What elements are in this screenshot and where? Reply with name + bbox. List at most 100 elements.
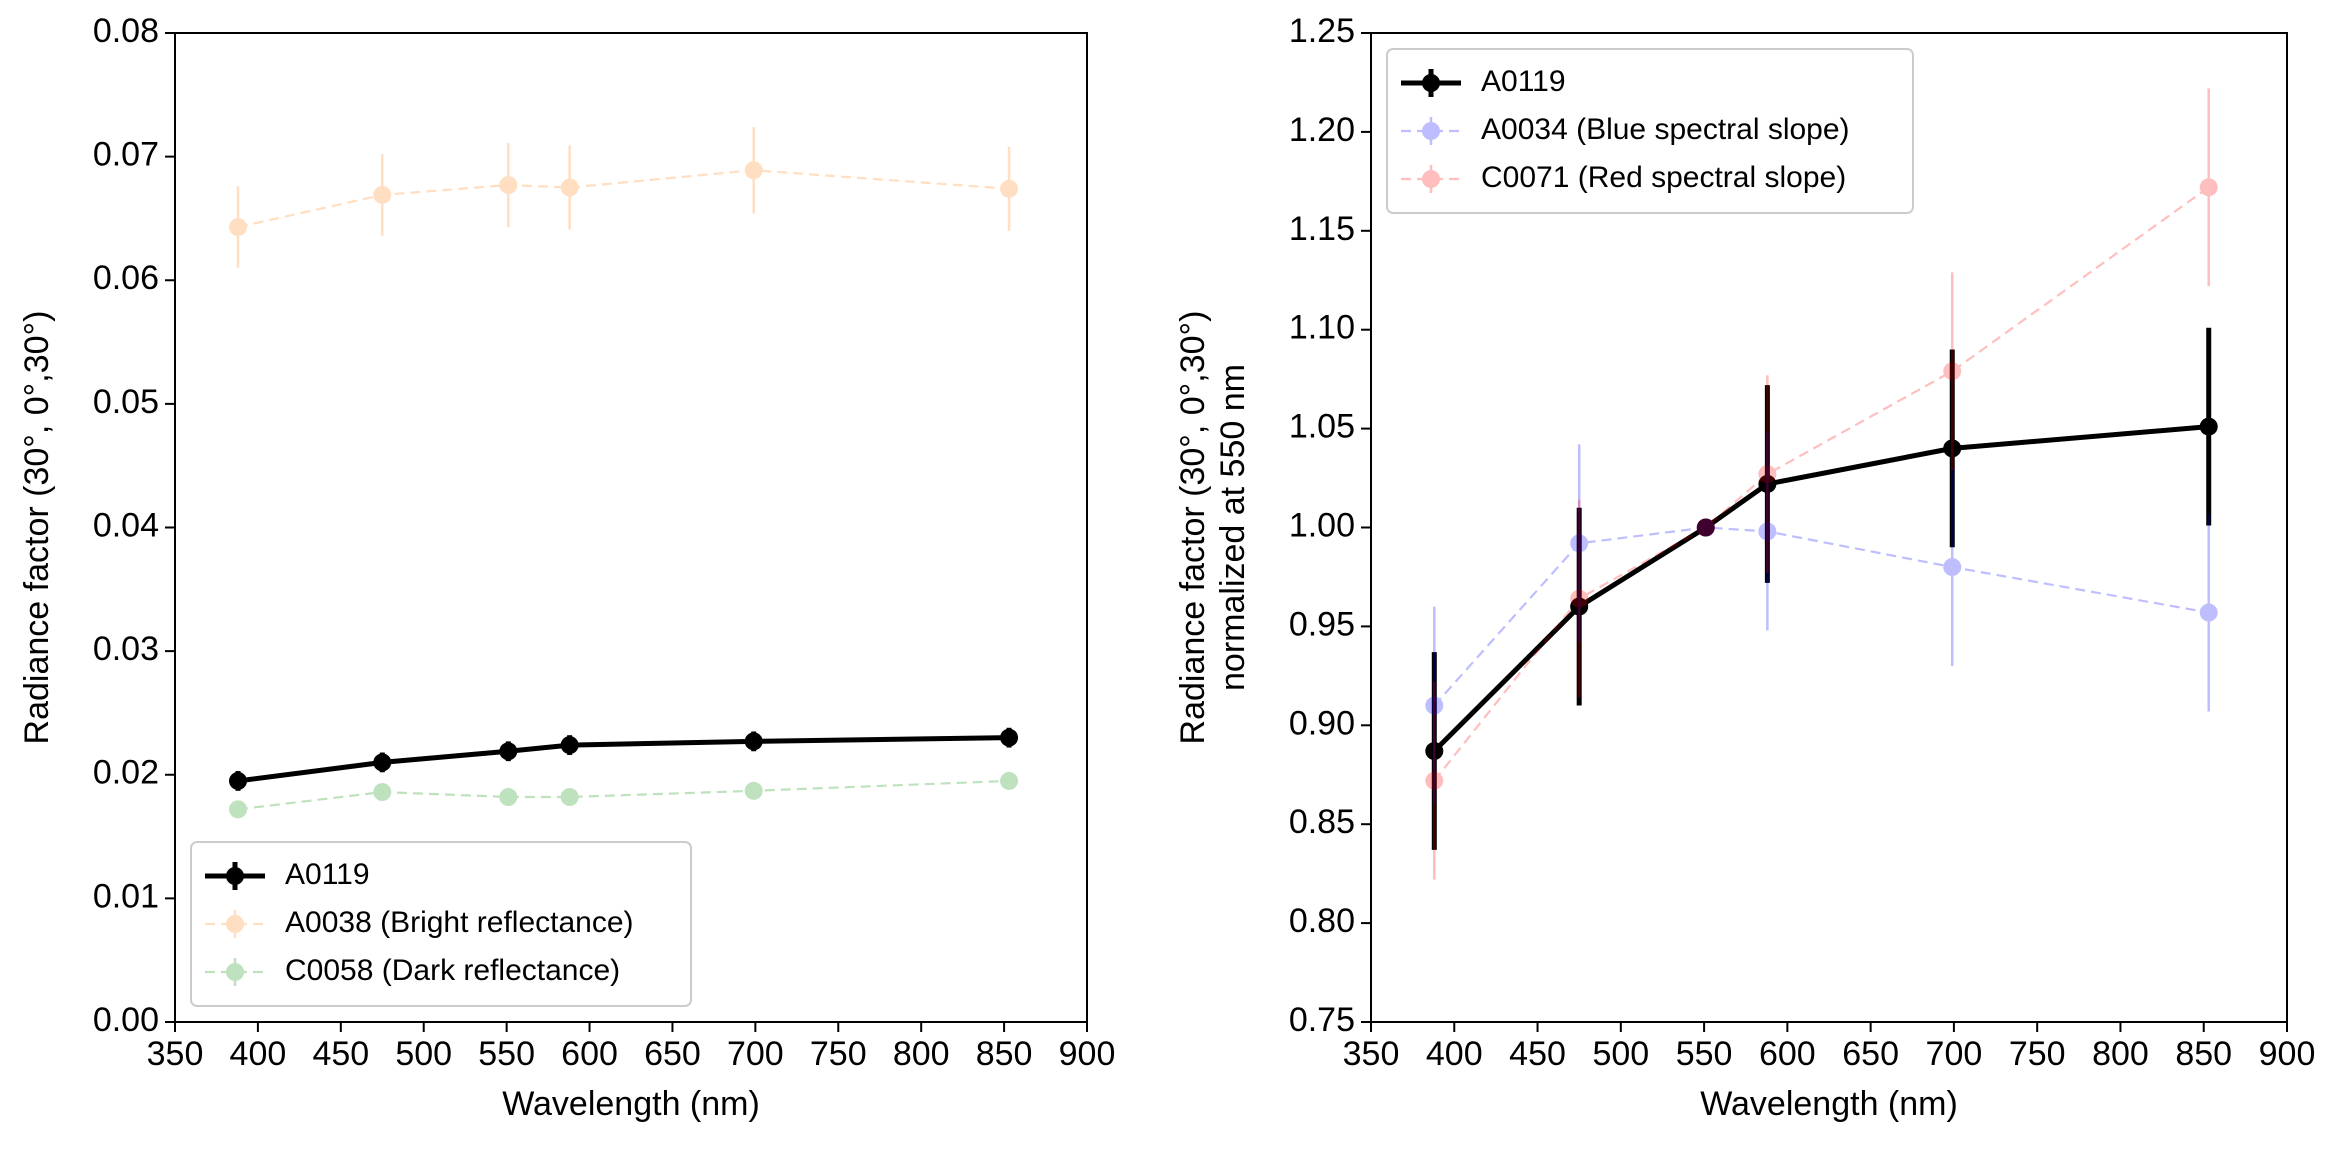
x-tick-label: 800 bbox=[893, 1035, 950, 1073]
x-tick-label: 750 bbox=[2009, 1035, 2066, 1073]
legend-box bbox=[190, 841, 692, 1007]
chart: 350 400 450 500 550 600 650 700 750 800 850 900 0.75… bbox=[1174, 12, 2315, 1123]
marker bbox=[1758, 522, 1777, 541]
marker bbox=[1696, 518, 1715, 537]
x-tick-label: 550 bbox=[478, 1035, 535, 1073]
x-tick-label: 850 bbox=[976, 1035, 1033, 1073]
marker bbox=[560, 736, 579, 755]
legend-marker bbox=[226, 915, 244, 933]
legend-marker bbox=[1422, 122, 1440, 140]
marker bbox=[229, 218, 248, 237]
legend: A0119 A0038 (Bright reflectance) C0058 (Da… bbox=[190, 841, 692, 1007]
series bbox=[1425, 432, 2218, 805]
marker bbox=[1943, 439, 1962, 458]
y-tick-label: 0.75 bbox=[1289, 1001, 1355, 1039]
series-line bbox=[1433, 186, 2210, 782]
series-line bbox=[237, 735, 1010, 784]
marker bbox=[744, 781, 763, 800]
y-axis-label: normalized at 550 nm bbox=[1214, 364, 1252, 691]
y-tick-label: 1.25 bbox=[1289, 12, 1355, 50]
x-tick-label: 350 bbox=[147, 1035, 204, 1073]
series bbox=[229, 727, 1019, 791]
marker bbox=[1000, 771, 1019, 790]
x-axis-label: Wavelength (nm) bbox=[1700, 1085, 1958, 1123]
marker bbox=[744, 732, 763, 751]
y-tick-label: 0.03 bbox=[93, 630, 159, 668]
plot-frame bbox=[1370, 32, 2288, 1023]
x-tick-label: 400 bbox=[230, 1035, 287, 1073]
y-tick-label: 0.95 bbox=[1289, 605, 1355, 643]
y-tick-label: 0.85 bbox=[1289, 803, 1355, 841]
marker bbox=[1758, 474, 1777, 493]
y-tick-label: 0.01 bbox=[93, 877, 159, 915]
marker bbox=[560, 788, 579, 807]
marker bbox=[1696, 518, 1715, 537]
legend-marker bbox=[226, 867, 244, 885]
x-tick-label: 550 bbox=[1676, 1035, 1733, 1073]
marker bbox=[1943, 362, 1962, 381]
marker bbox=[1570, 534, 1589, 553]
x-tick-label: 650 bbox=[1842, 1035, 1899, 1073]
marker bbox=[499, 788, 518, 807]
marker bbox=[499, 742, 518, 761]
marker bbox=[229, 800, 248, 819]
y-tick-label: 0.90 bbox=[1289, 704, 1355, 742]
legend-swatch bbox=[205, 862, 265, 890]
x-tick-label: 900 bbox=[2259, 1035, 2316, 1073]
y-tick-label: 1.00 bbox=[1289, 506, 1355, 544]
series-line bbox=[1432, 424, 2209, 753]
x-tick-label: 600 bbox=[561, 1035, 618, 1073]
x-tick-label: 350 bbox=[1343, 1035, 1400, 1073]
x-tick-label: 650 bbox=[644, 1035, 701, 1073]
marker bbox=[744, 161, 763, 180]
marker bbox=[560, 178, 579, 197]
series-line bbox=[1433, 526, 2209, 707]
legend-label: C0058 (Dark reflectance) bbox=[285, 954, 620, 987]
y-axis-label: Radiance factor (30°, 0°,30°) bbox=[18, 311, 56, 745]
x-axis-label: Wavelength (nm) bbox=[502, 1085, 760, 1123]
legend-swatch bbox=[1401, 165, 1461, 193]
legend-swatch bbox=[205, 910, 265, 938]
marker bbox=[229, 771, 248, 790]
series-line bbox=[237, 779, 1010, 811]
marker bbox=[373, 753, 392, 772]
series bbox=[229, 771, 1019, 819]
marker bbox=[1000, 179, 1019, 198]
x-tick-label: 450 bbox=[1509, 1035, 1566, 1073]
y-tick-label: 1.20 bbox=[1289, 111, 1355, 149]
marker bbox=[1758, 465, 1777, 484]
series bbox=[229, 126, 1019, 268]
y-tick-label: 0.04 bbox=[93, 506, 159, 544]
marker bbox=[373, 185, 392, 204]
y-tick-label: 0.07 bbox=[93, 136, 159, 174]
legend-marker bbox=[1422, 74, 1440, 92]
x-tick-label: 450 bbox=[312, 1035, 369, 1073]
legend-swatch bbox=[205, 958, 265, 986]
marker bbox=[499, 176, 518, 195]
marker bbox=[1570, 589, 1589, 608]
legend: A0119 A0034 (Blue spectral slope) C0071 (R… bbox=[1386, 48, 1914, 214]
marker bbox=[1425, 771, 1444, 790]
y-axis-label: Radiance factor (30°, 0°,30°) bbox=[1174, 311, 1212, 745]
legend-swatch bbox=[1401, 69, 1461, 97]
legend-label: A0119 bbox=[285, 858, 370, 891]
y-tick-label: 1.05 bbox=[1289, 408, 1355, 446]
y-tick-label: 0.80 bbox=[1289, 902, 1355, 940]
marker bbox=[1696, 518, 1715, 537]
x-tick-label: 600 bbox=[1759, 1035, 1816, 1073]
x-tick-label: 900 bbox=[1059, 1035, 1116, 1073]
marker bbox=[1425, 696, 1444, 715]
marker bbox=[1425, 742, 1444, 761]
legend-label: A0038 (Bright reflectance) bbox=[285, 906, 634, 939]
marker bbox=[373, 783, 392, 802]
y-tick-label: 1.15 bbox=[1289, 210, 1355, 248]
marker bbox=[2199, 603, 2218, 622]
series bbox=[1425, 88, 2218, 880]
marker bbox=[2199, 178, 2218, 197]
x-tick-label: 500 bbox=[395, 1035, 452, 1073]
series-line bbox=[237, 169, 1010, 229]
y-tick-label: 0.06 bbox=[93, 259, 159, 297]
legend-box bbox=[1386, 48, 1914, 214]
legend-label: A0119 bbox=[1481, 65, 1566, 98]
